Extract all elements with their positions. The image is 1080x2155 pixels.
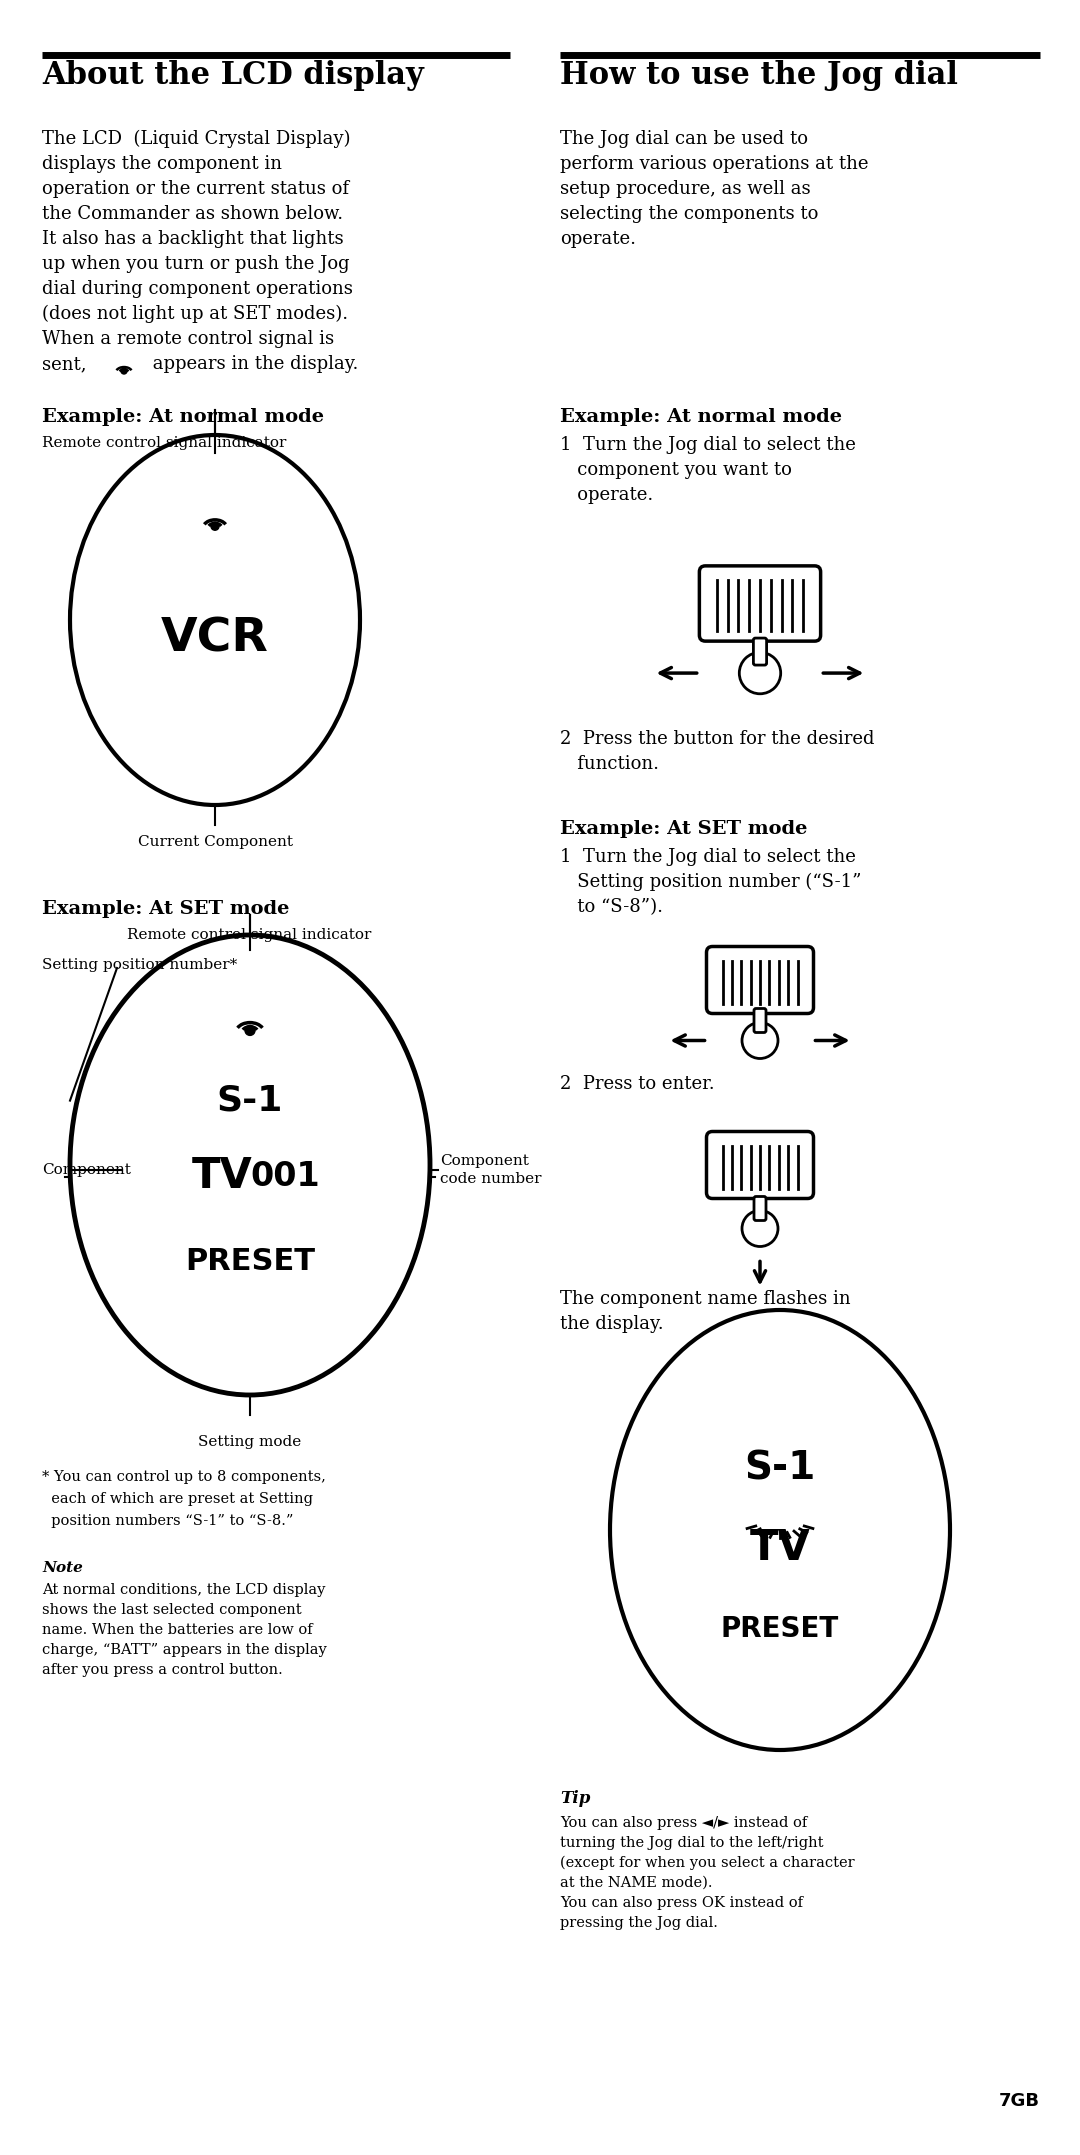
FancyBboxPatch shape: [754, 638, 767, 666]
Text: displays the component in: displays the component in: [42, 155, 282, 172]
Text: Current Component: Current Component: [137, 834, 293, 849]
Text: You can also press ◄/► instead of: You can also press ◄/► instead of: [561, 1817, 807, 1830]
Text: sent,: sent,: [42, 356, 98, 373]
Text: About the LCD display: About the LCD display: [42, 60, 423, 91]
FancyBboxPatch shape: [754, 1196, 766, 1220]
Text: 2  Press to enter.: 2 Press to enter.: [561, 1075, 715, 1093]
Text: Remote control signal indicator: Remote control signal indicator: [42, 435, 286, 450]
Text: How to use the Jog dial: How to use the Jog dial: [561, 60, 958, 91]
Text: * You can control up to 8 components,: * You can control up to 8 components,: [42, 1470, 326, 1485]
Text: position numbers “S-1” to “S-8.”: position numbers “S-1” to “S-8.”: [42, 1515, 294, 1528]
Text: Example: At SET mode: Example: At SET mode: [42, 901, 289, 918]
Text: operation or the current status of: operation or the current status of: [42, 181, 349, 198]
Text: TV: TV: [750, 1526, 810, 1569]
Circle shape: [121, 369, 127, 375]
Text: You can also press OK instead of: You can also press OK instead of: [561, 1896, 804, 1909]
Text: the display.: the display.: [561, 1315, 663, 1334]
Text: turning the Jog dial to the left/right: turning the Jog dial to the left/right: [561, 1836, 824, 1849]
Text: (except for when you select a character: (except for when you select a character: [561, 1855, 854, 1871]
Text: name. When the batteries are low of: name. When the batteries are low of: [42, 1623, 312, 1638]
Text: Example: At normal mode: Example: At normal mode: [42, 407, 324, 427]
Text: function.: function.: [561, 754, 659, 774]
Text: 2  Press the button for the desired: 2 Press the button for the desired: [561, 731, 875, 748]
Text: (does not light up at SET modes).: (does not light up at SET modes).: [42, 306, 348, 323]
Text: each of which are preset at Setting: each of which are preset at Setting: [42, 1491, 313, 1506]
Text: after you press a control button.: after you press a control button.: [42, 1664, 283, 1677]
Text: The component name flashes in: The component name flashes in: [561, 1291, 851, 1308]
Text: at the NAME mode).: at the NAME mode).: [561, 1877, 713, 1890]
Text: The LCD  (Liquid Crystal Display): The LCD (Liquid Crystal Display): [42, 129, 351, 149]
Text: the Commander as shown below.: the Commander as shown below.: [42, 205, 343, 222]
Text: Note: Note: [42, 1560, 83, 1575]
Text: pressing the Jog dial.: pressing the Jog dial.: [561, 1916, 718, 1931]
Text: perform various operations at the: perform various operations at the: [561, 155, 868, 172]
Text: 1  Turn the Jog dial to select the: 1 Turn the Jog dial to select the: [561, 435, 855, 455]
Text: Remote control signal indicator: Remote control signal indicator: [127, 929, 372, 942]
Text: It also has a backlight that lights: It also has a backlight that lights: [42, 231, 343, 248]
Text: Example: At SET mode: Example: At SET mode: [561, 821, 808, 838]
Text: VCR: VCR: [161, 616, 269, 662]
Text: component you want to: component you want to: [561, 461, 792, 478]
Text: PRESET: PRESET: [185, 1248, 315, 1276]
FancyBboxPatch shape: [754, 1009, 766, 1032]
Text: Setting position number*: Setting position number*: [42, 959, 238, 972]
Text: The Jog dial can be used to: The Jog dial can be used to: [561, 129, 808, 149]
Text: selecting the components to: selecting the components to: [561, 205, 819, 222]
Text: Tip: Tip: [561, 1791, 591, 1808]
Text: charge, “BATT” appears in the display: charge, “BATT” appears in the display: [42, 1642, 327, 1657]
Text: TV: TV: [191, 1155, 253, 1198]
Text: Setting position number (“S-1”: Setting position number (“S-1”: [561, 873, 862, 892]
Text: shows the last selected component: shows the last selected component: [42, 1603, 301, 1616]
Text: 7GB: 7GB: [999, 2093, 1040, 2110]
Text: Setting mode: Setting mode: [199, 1435, 301, 1448]
Text: S-1: S-1: [217, 1084, 283, 1118]
Text: setup procedure, as well as: setup procedure, as well as: [561, 181, 811, 198]
Text: to “S-8”).: to “S-8”).: [561, 899, 663, 916]
Text: Component
code number: Component code number: [440, 1155, 541, 1185]
Text: S-1: S-1: [744, 1450, 815, 1487]
Circle shape: [211, 522, 219, 530]
Text: up when you turn or push the Jog: up when you turn or push the Jog: [42, 254, 350, 274]
Text: PRESET: PRESET: [720, 1614, 839, 1642]
Text: 1  Turn the Jog dial to select the: 1 Turn the Jog dial to select the: [561, 849, 855, 866]
Text: appears in the display.: appears in the display.: [147, 356, 359, 373]
Text: Example: At normal mode: Example: At normal mode: [561, 407, 842, 427]
Text: Component: Component: [42, 1164, 131, 1177]
Text: At normal conditions, the LCD display: At normal conditions, the LCD display: [42, 1584, 325, 1597]
Text: operate.: operate.: [561, 487, 653, 504]
Text: operate.: operate.: [561, 231, 636, 248]
Text: dial during component operations: dial during component operations: [42, 280, 353, 297]
Text: When a remote control signal is: When a remote control signal is: [42, 330, 334, 347]
Circle shape: [245, 1026, 255, 1034]
Text: 001: 001: [251, 1159, 320, 1194]
